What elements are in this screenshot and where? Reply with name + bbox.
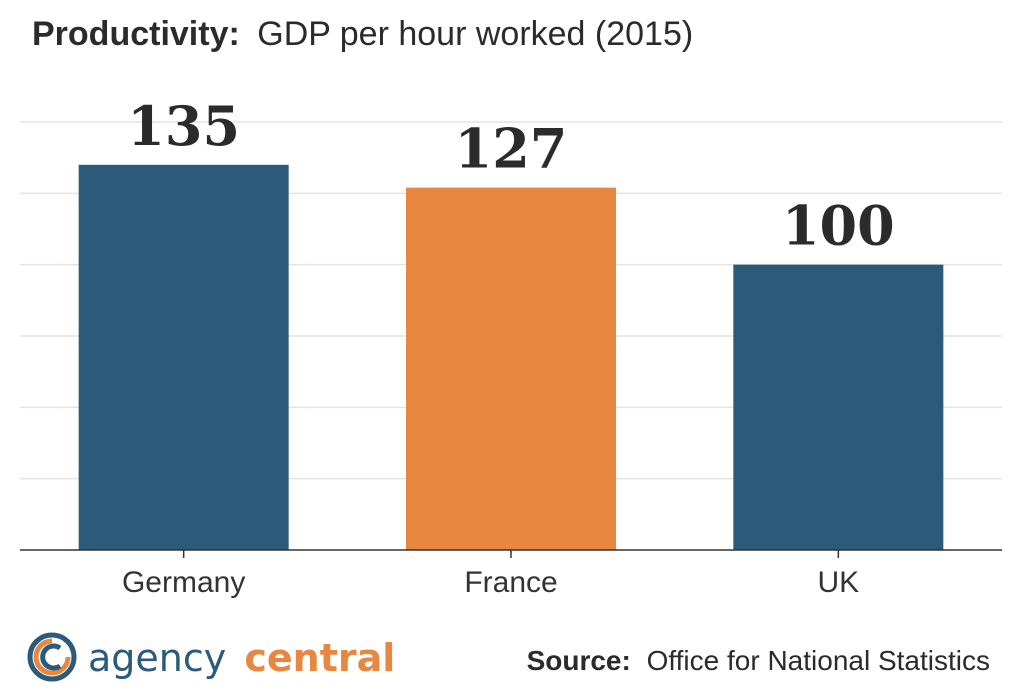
x-axis: Germany France UK [20,549,1002,599]
logo-wordmark: agency central [88,636,395,680]
source-text: Office for National Statistics [647,645,990,676]
logo-word-central: central [244,636,395,680]
chart-title-rest: GDP per hour worked (2015) [257,15,693,53]
x-tick-label-france: France [464,566,557,599]
logo-icon [27,632,77,682]
bar-germany [78,164,289,551]
value-label-germany: 135 [127,94,240,158]
source-label: Source: [527,645,631,676]
value-label-france: 127 [455,117,568,181]
bar-uk [733,264,944,550]
logo-word-agency: agency [88,636,226,680]
x-tick-label-germany: Germany [122,566,245,599]
bar-france [406,187,616,551]
value-labels: 135 127 100 [127,94,894,258]
chart-title-bold: Productivity: [32,15,240,53]
value-label-uk: 100 [782,194,895,258]
bars [78,164,944,551]
source-line: Source: Office for National Statistics [527,645,990,676]
agency-central-logo: agency central [27,632,395,682]
x-tick-label-uk: UK [817,566,859,599]
chart-title: Productivity: GDP per hour worked (2015) [32,15,693,53]
